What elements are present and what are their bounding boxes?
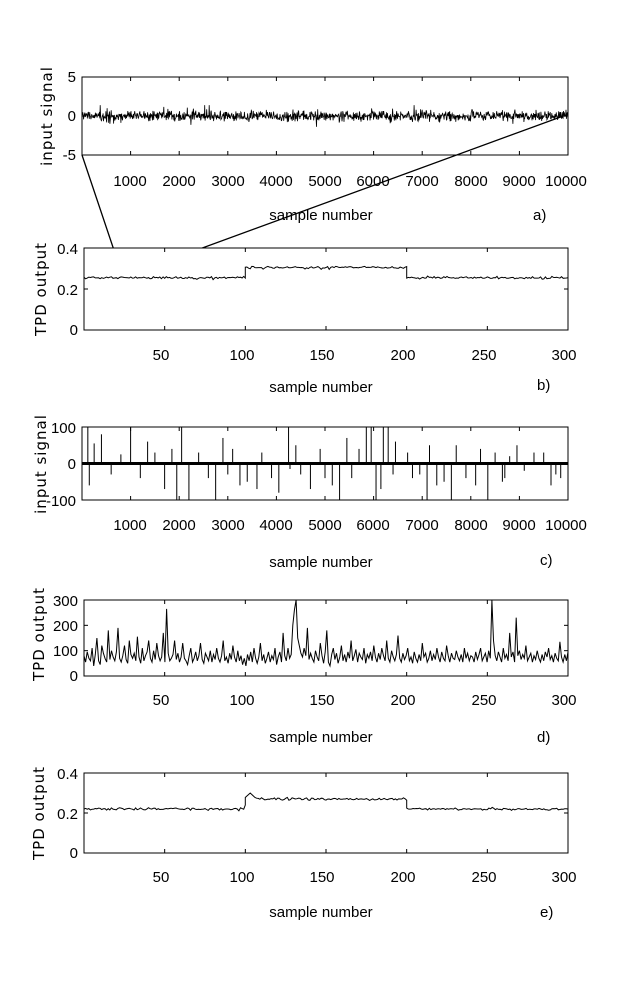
x-axis-label-e: sample number bbox=[269, 904, 372, 921]
panel-d: 300 200 100 0 50 100 150 200 250 300 sam… bbox=[30, 587, 577, 746]
panel-letter-b: b) bbox=[537, 377, 550, 394]
x-tick-a-8: 9000 bbox=[502, 173, 535, 190]
x-ticks-b: 50 100 150 200 250 300 bbox=[153, 347, 577, 364]
y-tick-c-2: -100 bbox=[46, 493, 76, 510]
series-b bbox=[83, 265, 569, 281]
x-tick-b-0: 50 bbox=[153, 347, 170, 364]
y-tick-a-0: 5 bbox=[68, 69, 76, 86]
x-tick-c-0: 1000 bbox=[113, 517, 146, 534]
x-tick-a-3: 4000 bbox=[259, 173, 292, 190]
y-tick-e-0: 0.4 bbox=[57, 766, 78, 783]
series-line-d bbox=[83, 599, 569, 668]
x-tick-c-6: 7000 bbox=[405, 517, 438, 534]
x-tick-d-2: 150 bbox=[309, 692, 334, 709]
x-tick-c-4: 5000 bbox=[308, 517, 341, 534]
x-tick-a-1: 2000 bbox=[162, 173, 195, 190]
x-tick-e-0: 50 bbox=[153, 869, 170, 886]
y-axis-label-c: input signal bbox=[32, 414, 50, 514]
y-axis-label-e: TPD output bbox=[30, 766, 48, 861]
x-tick-b-4: 250 bbox=[471, 347, 496, 364]
panel-e: 0.4 0.2 0 50 100 150 200 250 300 sample … bbox=[30, 766, 577, 921]
x-tick-c-5: 6000 bbox=[356, 517, 389, 534]
x-tick-d-5: 300 bbox=[551, 692, 576, 709]
panel-letter-e: e) bbox=[540, 904, 553, 921]
y-tick-b-1: 0.2 bbox=[57, 282, 78, 299]
panel-b: 0.4 0.2 0 50 100 150 200 250 300 sample … bbox=[32, 241, 577, 396]
y-tick-b-2: 0 bbox=[70, 322, 78, 339]
x-tick-a-6: 7000 bbox=[405, 173, 438, 190]
x-ticks-c: 1000 2000 3000 4000 5000 6000 7000 8000 … bbox=[113, 517, 587, 534]
x-tick-d-3: 200 bbox=[390, 692, 415, 709]
plot-area-b bbox=[83, 247, 569, 331]
x-ticks-a: 1000 2000 3000 4000 5000 6000 7000 8000 … bbox=[113, 173, 587, 190]
series-line-e bbox=[83, 792, 569, 812]
x-tick-a-2: 3000 bbox=[211, 173, 244, 190]
x-axis-label-d: sample number bbox=[269, 729, 372, 746]
x-tick-b-1: 100 bbox=[229, 347, 254, 364]
series-e bbox=[83, 792, 569, 812]
x-tick-c-9: 10000 bbox=[545, 517, 587, 534]
y-tick-d-0: 300 bbox=[53, 593, 78, 610]
x-tick-b-2: 150 bbox=[309, 347, 334, 364]
x-tick-c-3: 4000 bbox=[259, 517, 292, 534]
x-tick-c-2: 3000 bbox=[211, 517, 244, 534]
y-axis-label-a: input signal bbox=[38, 66, 56, 166]
x-axis-label-a: sample number bbox=[269, 207, 372, 224]
series-d bbox=[83, 599, 569, 668]
x-ticks-d: 50 100 150 200 250 300 bbox=[153, 692, 577, 709]
x-tick-e-3: 200 bbox=[390, 869, 415, 886]
x-tick-e-2: 150 bbox=[309, 869, 334, 886]
x-tick-d-0: 50 bbox=[153, 692, 170, 709]
y-tick-e-1: 0.2 bbox=[57, 806, 78, 823]
x-tick-a-4: 5000 bbox=[308, 173, 341, 190]
y-tick-d-1: 200 bbox=[53, 618, 78, 635]
x-tick-e-4: 250 bbox=[471, 869, 496, 886]
series-line-a bbox=[81, 105, 569, 127]
panel-letter-d: d) bbox=[537, 729, 550, 746]
x-tick-a-5: 6000 bbox=[356, 173, 389, 190]
x-tick-a-7: 8000 bbox=[454, 173, 487, 190]
y-tick-a-2: -5 bbox=[63, 147, 76, 164]
y-tick-a-1: 0 bbox=[68, 108, 76, 125]
x-tick-d-1: 100 bbox=[229, 692, 254, 709]
y-tick-e-2: 0 bbox=[70, 845, 78, 862]
panel-letter-c: c) bbox=[540, 552, 553, 569]
x-tick-e-1: 100 bbox=[229, 869, 254, 886]
x-axis-label-c: sample number bbox=[269, 554, 372, 571]
x-tick-c-7: 8000 bbox=[454, 517, 487, 534]
y-axis-label-d: TPD output bbox=[30, 587, 48, 682]
y-tick-c-0: 100 bbox=[51, 420, 76, 437]
y-axis-label-b: TPD output bbox=[32, 242, 50, 337]
x-tick-a-9: 10000 bbox=[545, 173, 587, 190]
x-tick-b-3: 200 bbox=[390, 347, 415, 364]
x-tick-a-0: 1000 bbox=[113, 173, 146, 190]
x-tick-c-8: 9000 bbox=[502, 517, 535, 534]
x-tick-b-5: 300 bbox=[551, 347, 576, 364]
series-line-b bbox=[83, 265, 569, 281]
series-c bbox=[82, 427, 568, 500]
y-tick-b-0: 0.4 bbox=[57, 241, 78, 258]
x-axis-label-b: sample number bbox=[269, 379, 372, 396]
x-ticks-e: 50 100 150 200 250 300 bbox=[153, 869, 577, 886]
panel-a: 5 0 -5 1000 2000 3000 4000 5000 6000 700… bbox=[38, 66, 587, 224]
y-tick-d-2: 100 bbox=[53, 643, 78, 660]
series-a bbox=[81, 105, 569, 127]
panel-c: 100 0 -100 1000 2000 3000 4000 5000 6000… bbox=[32, 414, 587, 571]
x-tick-d-4: 250 bbox=[471, 692, 496, 709]
panel-letter-a: a) bbox=[533, 207, 546, 224]
plot-area-e bbox=[83, 772, 569, 854]
y-tick-d-3: 0 bbox=[70, 668, 78, 685]
x-tick-e-5: 300 bbox=[551, 869, 576, 886]
y-tick-c-1: 0 bbox=[68, 456, 76, 473]
x-tick-c-1: 2000 bbox=[162, 517, 195, 534]
